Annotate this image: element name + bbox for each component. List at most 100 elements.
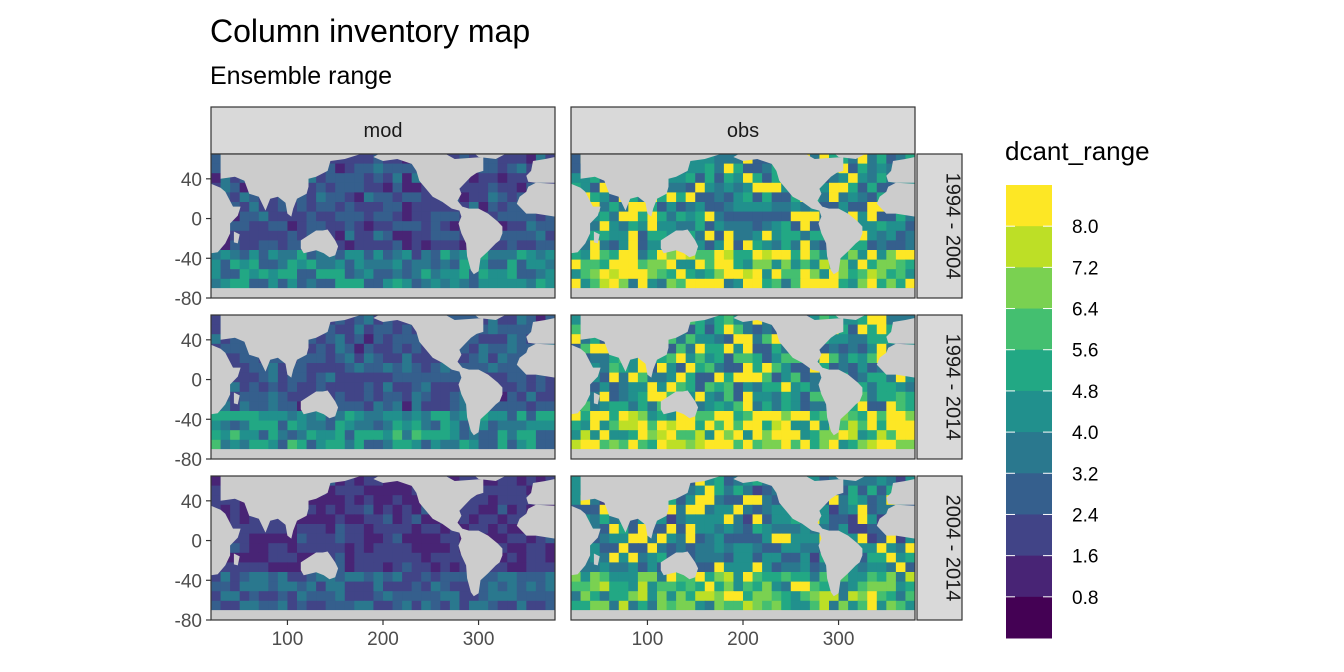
ocean-cell	[383, 163, 394, 174]
ocean-cell	[752, 485, 763, 496]
ocean-cell	[497, 430, 508, 441]
ocean-cell	[695, 230, 706, 241]
ocean-cell	[306, 182, 317, 193]
map-panel-mod-2	[210, 314, 556, 460]
ocean-cell	[268, 278, 279, 289]
ocean-cell	[743, 581, 754, 592]
ocean-cell	[752, 439, 763, 450]
ocean-cell	[733, 439, 744, 450]
ocean-cell	[571, 485, 582, 496]
ocean-cell	[354, 259, 365, 270]
ocean-cell	[335, 334, 346, 345]
ocean-cell	[800, 439, 811, 450]
ocean-cell	[666, 269, 677, 280]
ocean-cell	[354, 391, 365, 402]
ocean-cell	[876, 315, 887, 326]
ocean-cell	[363, 485, 375, 496]
ocean-cell	[676, 259, 687, 270]
ocean-cell	[488, 591, 499, 602]
ocean-cell	[363, 343, 375, 354]
ocean-cell	[657, 514, 668, 525]
ocean-cell	[609, 591, 620, 602]
ocean-cell	[790, 372, 801, 383]
ocean-cell	[819, 343, 830, 354]
ocean-cell	[402, 211, 413, 222]
ocean-cell	[230, 543, 241, 554]
ocean-cell	[762, 430, 773, 441]
ocean-cell	[790, 401, 801, 412]
ocean-cell	[545, 600, 555, 611]
ocean-cell	[857, 353, 868, 364]
ocean-cell	[430, 382, 441, 393]
ocean-cell	[440, 411, 451, 422]
land-greenland	[475, 315, 506, 320]
ocean-cell	[905, 240, 915, 251]
ocean-cell	[580, 173, 591, 184]
ocean-cell	[571, 430, 582, 441]
ocean-cell	[704, 269, 715, 280]
ocean-cell	[771, 401, 782, 412]
ocean-cell	[277, 269, 289, 280]
ocean-cell	[277, 572, 289, 583]
ocean-cell	[507, 154, 518, 165]
ocean-cell	[838, 430, 849, 441]
ocean-cell	[402, 391, 413, 402]
ocean-cell	[867, 324, 878, 335]
ocean-cell	[411, 504, 422, 515]
ocean-cell	[752, 572, 763, 583]
ocean-cell	[695, 411, 706, 422]
ocean-cell	[762, 420, 773, 431]
ocean-cell	[411, 334, 422, 345]
ocean-cell	[657, 391, 668, 402]
ocean-cell	[287, 391, 298, 402]
land-africa_w	[876, 182, 915, 217]
ocean-cell	[695, 552, 706, 563]
ocean-cell	[876, 269, 887, 280]
ocean-cell	[704, 600, 715, 611]
ocean-cell	[685, 163, 696, 174]
ocean-cell	[733, 221, 744, 232]
ocean-cell	[857, 230, 868, 241]
ocean-cell	[430, 591, 441, 602]
ocean-cell	[497, 514, 508, 525]
ocean-cell	[857, 154, 868, 165]
ocean-cell	[876, 182, 887, 193]
ocean-cell	[829, 430, 840, 441]
ocean-cell	[411, 401, 422, 412]
ocean-cell	[383, 221, 394, 232]
ocean-cell	[695, 363, 706, 374]
ocean-cell	[344, 552, 355, 563]
ocean-cell	[886, 163, 897, 174]
ocean-cell	[867, 240, 878, 251]
ocean-cell	[714, 278, 725, 289]
ocean-cell	[618, 211, 629, 222]
map-panel-obs-3	[570, 475, 916, 621]
ocean-cell	[714, 524, 725, 535]
ocean-cell	[848, 154, 859, 165]
ocean-cell	[354, 202, 365, 213]
ocean-cell	[507, 324, 518, 335]
ocean-cell	[857, 581, 868, 592]
ocean-cell	[363, 259, 375, 270]
ocean-cell	[771, 278, 782, 289]
ocean-cell	[354, 211, 365, 222]
ocean-cell	[848, 591, 859, 602]
ocean-cell	[704, 411, 715, 422]
ocean-cell	[297, 543, 308, 554]
ocean-cell	[723, 230, 735, 241]
ocean-cell	[857, 485, 868, 496]
ocean-cell	[695, 430, 706, 441]
ocean-cell	[497, 495, 508, 506]
ocean-cell	[459, 401, 470, 412]
ocean-cell	[488, 250, 499, 261]
ocean-cell	[287, 543, 298, 554]
ocean-cell	[392, 552, 403, 563]
ocean-cell	[867, 533, 878, 544]
ocean-cell	[239, 543, 250, 554]
ocean-cell	[277, 600, 289, 611]
ocean-cell	[618, 372, 629, 383]
ocean-cell	[800, 411, 811, 422]
ocean-cell	[373, 278, 384, 289]
ocean-cell	[695, 543, 706, 554]
ocean-cell	[857, 382, 868, 393]
